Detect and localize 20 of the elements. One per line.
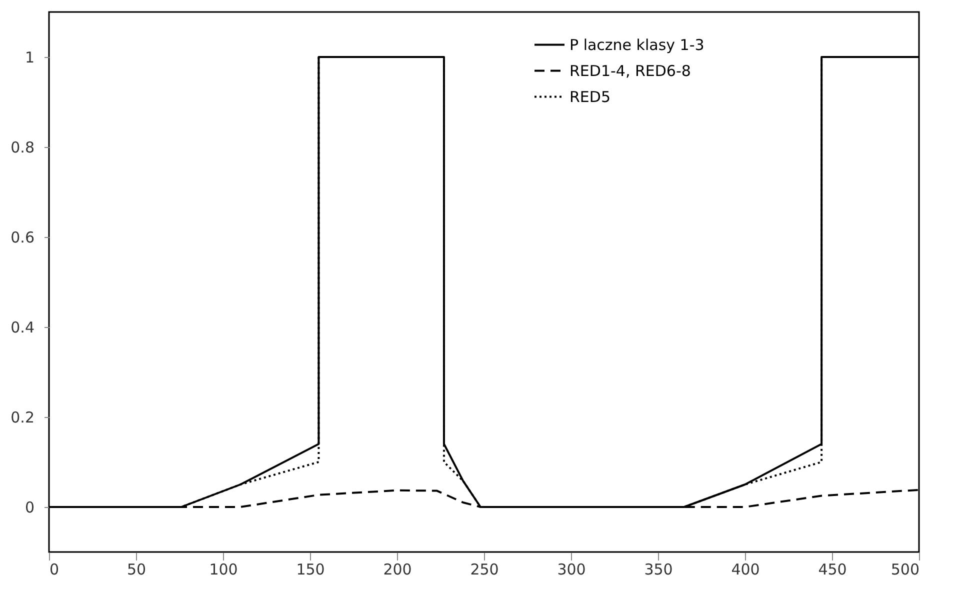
x-tick-label: 150 — [296, 560, 325, 578]
x-tick-label: 400 — [731, 560, 760, 578]
x-tick-label: 50 — [126, 560, 146, 578]
y-tick-label: 0.2 — [10, 408, 34, 426]
y-tick-label: 0.4 — [10, 318, 34, 336]
x-tick-label: 250 — [470, 560, 499, 578]
legend-label: RED5 — [570, 88, 610, 106]
x-tick-label: 300 — [557, 560, 586, 578]
y-tick-label: 0.8 — [10, 138, 34, 156]
y-tick-label: 0 — [24, 498, 34, 516]
x-tick-label: 200 — [383, 560, 412, 578]
x-tick-label: 100 — [209, 560, 238, 578]
y-tick-label: 1 — [24, 48, 34, 66]
legend-label: RED1-4, RED6-8 — [570, 62, 691, 80]
x-tick-label: 450 — [818, 560, 847, 578]
y-tick-label: 0.6 — [10, 228, 34, 246]
legend-label: P laczne klasy 1-3 — [570, 36, 704, 54]
x-tick-label: 0 — [50, 560, 60, 578]
x-tick-label: 350 — [644, 560, 673, 578]
x-tick-label: 500 — [890, 560, 920, 578]
